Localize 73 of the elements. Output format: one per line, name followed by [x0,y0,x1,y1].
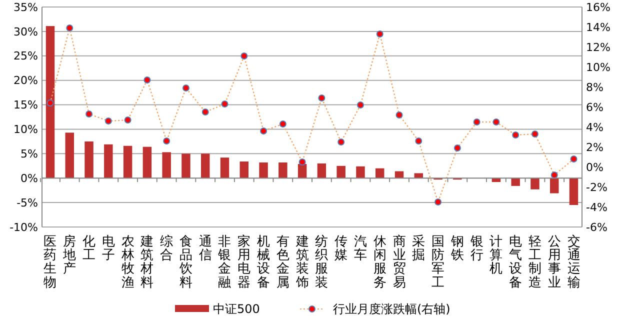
y2-tick-label: -4% [586,200,608,214]
y2-tick-label: 16% [586,0,610,14]
y2-tick-label: 4% [586,120,604,134]
y-tick-label: -10% [10,220,38,234]
x-tick-label: 计算机 [490,234,503,277]
x-tick-label: 钢铁 [450,234,464,263]
x-tick-label: 电气设备 [509,234,522,290]
bar [182,154,190,178]
x-tick-label: 建筑材料 [140,234,154,290]
bar [46,26,55,178]
bar [200,154,210,178]
bar [278,162,288,178]
bar [569,178,578,205]
bar [240,161,248,178]
y2-tick-label: 6% [586,100,604,114]
bar [336,166,346,178]
x-tick-label: 医药生物 [44,234,57,290]
x-tick-label: 轻工制造 [528,234,542,290]
y2-tick-label: 2% [586,140,604,154]
x-tick-label: 纺织服装 [315,234,328,290]
y-tick-label: 5% [20,148,38,161]
x-tick-label: 国防军工 [432,234,445,290]
y-tick-label: -5% [16,196,38,210]
y2-tick-label: 8% [586,80,604,94]
bar [317,163,326,178]
bar [84,141,94,178]
bar [142,146,152,178]
bar [530,178,540,190]
x-tick-label: 休闲服务 [373,234,386,290]
x-tick-label: 非银金融 [217,234,232,290]
x-tick-label: 机械设备 [257,234,270,290]
y-tick-label: 0% [20,172,38,185]
bar [220,158,230,178]
x-tick-label: 家用电器 [238,233,251,290]
x-tick-label: 通信 [198,234,212,263]
y-tick-label: 30% [14,25,38,38]
x-tick-label: 银行 [469,234,484,263]
x-tick-label: 房地产 [62,233,76,277]
y2-tick-label: -2% [586,180,608,194]
x-tick-label: 交通运输 [567,233,580,290]
x-tick-label: 电子 [102,234,115,263]
x-tick-label: 公用事业 [548,234,561,290]
legend-label: 行业月度涨跌幅(右轴) [333,302,450,316]
x-tick-label: 采掘 [412,234,426,263]
y-tick-label: 15% [14,98,38,112]
x-tick-label: 汽车 [354,234,367,263]
x-tick-label: 商业贸易 [392,234,406,290]
x-tick-label: 农林牧渔 [120,234,134,290]
bar [162,152,171,178]
y-tick-label: 20% [14,74,38,88]
bar [123,146,132,178]
x-tick-label: 建筑装饰 [294,234,309,290]
bar [65,132,74,178]
y2-tick-label: 14% [586,20,610,34]
y-tick-label: 25% [14,50,38,63]
y2-tick-label: 0% [586,160,604,174]
x-tick-label: 传媒 [334,234,348,263]
x-tick-label: 化工 [82,234,96,263]
bar [511,178,520,186]
x-tick-label: 综合 [160,234,174,263]
x-tick-label: 食品饮料 [178,234,192,290]
y-tick-label: 35% [14,0,38,14]
bar [259,162,268,178]
y2-tick-label: -6% [586,220,608,234]
bar [550,178,559,194]
bar [356,166,365,178]
y2-tick-label: 12% [586,40,610,54]
x-tick-label: 有色金属 [276,234,290,290]
bar [104,144,113,178]
y2-tick-label: 10% [586,60,610,74]
y-tick-label: 10% [14,123,38,136]
bar [376,168,384,178]
legend-label: 中证500 [213,302,260,316]
